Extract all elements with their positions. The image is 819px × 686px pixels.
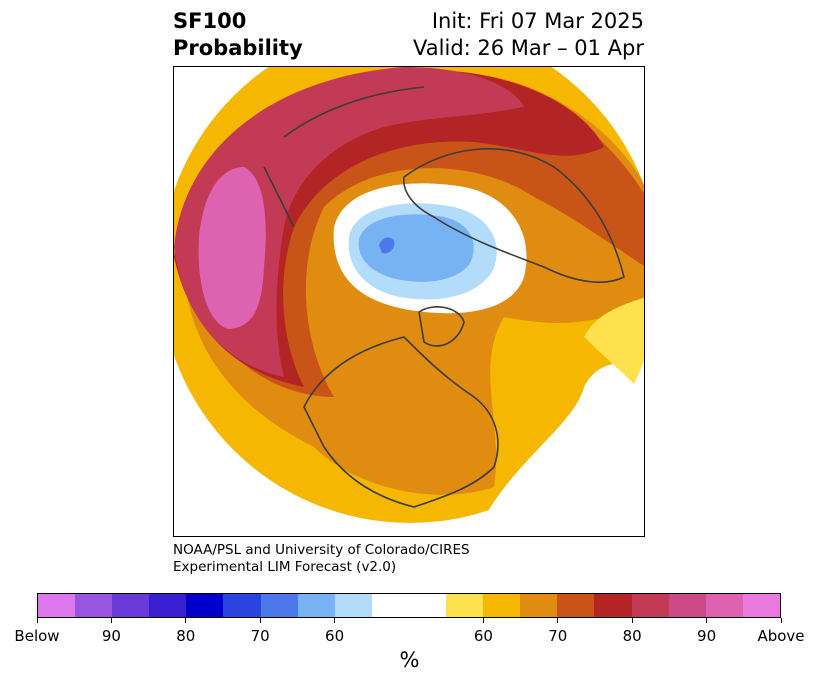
valid-date: Valid: 26 Mar – 01 Apr bbox=[413, 36, 644, 60]
colorbar-segment bbox=[594, 594, 632, 617]
eurasia-coast bbox=[403, 148, 625, 283]
north-america-coast bbox=[303, 336, 499, 508]
colorbar-segment bbox=[186, 594, 224, 617]
colorbar-tick-label: Above bbox=[757, 627, 805, 645]
colorbar-segment bbox=[149, 594, 187, 617]
colorbar-tick bbox=[110, 618, 112, 623]
below-mid-blue-region bbox=[358, 214, 474, 282]
siberia-coast bbox=[263, 86, 425, 228]
colorbar-tick-label: 80 bbox=[622, 627, 642, 645]
colorbar-unit-label: % bbox=[399, 648, 420, 672]
colorbar-tick bbox=[259, 618, 261, 623]
colorbar-segment bbox=[371, 594, 409, 617]
credit-line-1: NOAA/PSL and University of Colorado/CIRE… bbox=[173, 542, 470, 558]
colorbar-segment bbox=[260, 594, 298, 617]
colorbar-tick bbox=[482, 618, 484, 623]
coastlines bbox=[263, 86, 625, 508]
colorbar-tick bbox=[631, 618, 633, 623]
init-date: Init: Fri 07 Mar 2025 bbox=[431, 9, 644, 33]
greenland-coast bbox=[418, 306, 465, 347]
colorbar-tick-label: 80 bbox=[176, 627, 196, 645]
colorbar-segment bbox=[446, 594, 484, 617]
credit-line-2: Experimental LIM Forecast (v2.0) bbox=[173, 559, 397, 575]
map-title: SF100 Probability bbox=[173, 8, 303, 62]
colorbar-tick-label: 60 bbox=[325, 627, 345, 645]
above-crimson-region bbox=[174, 67, 524, 377]
colorbar-tick bbox=[334, 618, 336, 623]
colorbar-segment bbox=[520, 594, 558, 617]
colorbar-segment bbox=[38, 594, 76, 617]
colorbar-ticks: Below 90 80 70 60 60 70 80 90 Above bbox=[14, 618, 805, 648]
colorbar-tick bbox=[36, 618, 38, 623]
colorbar-tick-label: 90 bbox=[101, 627, 121, 645]
colorbar-segment bbox=[557, 594, 595, 617]
colorbar-tick bbox=[780, 618, 782, 623]
colorbar-segment bbox=[631, 594, 669, 617]
colorbar-segment bbox=[483, 594, 521, 617]
above-yellow-east-region bbox=[584, 297, 644, 397]
colorbar-segment bbox=[705, 594, 743, 617]
credits: NOAA/PSL and University of Colorado/CIRE… bbox=[173, 542, 470, 576]
colorbar-tick bbox=[557, 618, 559, 623]
forecast-dates: Init: Fri 07 Mar 2025 Valid: 26 Mar – 01… bbox=[413, 8, 644, 62]
colorbar-segment bbox=[223, 594, 261, 617]
colorbar-tick bbox=[706, 618, 708, 623]
colorbar-segment bbox=[112, 594, 150, 617]
colorbar-tick-label: 60 bbox=[473, 627, 493, 645]
colorbar-segment bbox=[668, 594, 706, 617]
colorbar-segment bbox=[297, 594, 335, 617]
colorbar bbox=[37, 593, 781, 618]
colorbar-tick-label: Below bbox=[14, 627, 60, 645]
colorbar-segment bbox=[334, 594, 372, 617]
colorbar-segment bbox=[742, 594, 780, 617]
title-line-1: SF100 bbox=[173, 9, 247, 33]
title-line-2: Probability bbox=[173, 36, 303, 60]
probability-map bbox=[174, 67, 644, 523]
colorbar-segment bbox=[408, 594, 447, 617]
colorbar-tick-label: 70 bbox=[250, 627, 270, 645]
colorbar-tick-label: 70 bbox=[548, 627, 568, 645]
colorbar-tick bbox=[185, 618, 187, 623]
below-blue-region bbox=[379, 237, 395, 254]
colorbar-tick-label: 90 bbox=[697, 627, 717, 645]
above-pink-region bbox=[198, 167, 266, 329]
colorbar-segment bbox=[75, 594, 113, 617]
forecast-map bbox=[173, 66, 645, 537]
